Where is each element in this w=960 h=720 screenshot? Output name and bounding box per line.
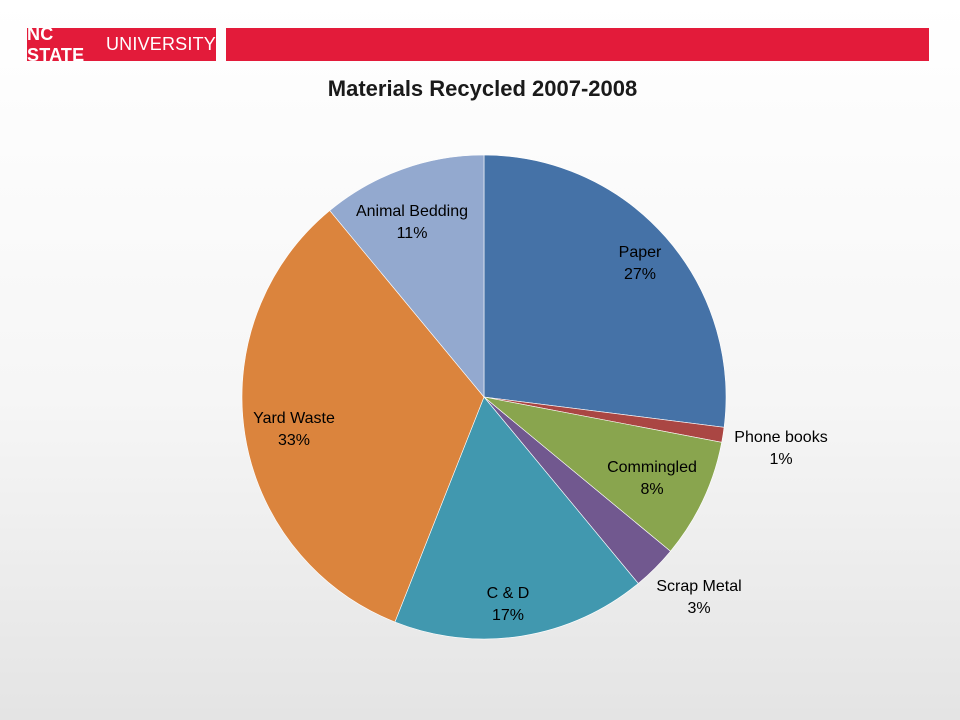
data-label-commingled: Commingled 8% xyxy=(607,459,697,498)
logo-bold-text: NC STATE xyxy=(27,23,85,65)
logo-regular-text: UNIVERSITY xyxy=(105,34,216,54)
data-label-paper: Paper 27% xyxy=(619,244,662,283)
data-label-animal-bedding: Animal Bedding 11% xyxy=(356,203,468,242)
brand-bar: NC STATE UNIVERSITY xyxy=(27,24,929,65)
pie-slice-yard-waste xyxy=(241,210,485,623)
data-label-c-d: C & D 17% xyxy=(487,585,530,624)
data-label-scrap-metal: Scrap Metal 3% xyxy=(656,578,741,617)
chart-title: Materials Recycled 2007-2008 xyxy=(327,76,638,101)
university-logo: NC STATE UNIVERSITY xyxy=(27,24,216,65)
pie-slice-c-d xyxy=(394,396,639,640)
pie-slice-paper xyxy=(483,154,727,428)
brand-stripe xyxy=(226,28,929,61)
pie-slice-animal-bedding xyxy=(329,154,485,398)
data-label-phone-books: Phone books 1% xyxy=(734,429,827,468)
pie-slice-commingled xyxy=(483,396,723,552)
data-label-yard-waste: Yard Waste 33% xyxy=(253,410,335,449)
